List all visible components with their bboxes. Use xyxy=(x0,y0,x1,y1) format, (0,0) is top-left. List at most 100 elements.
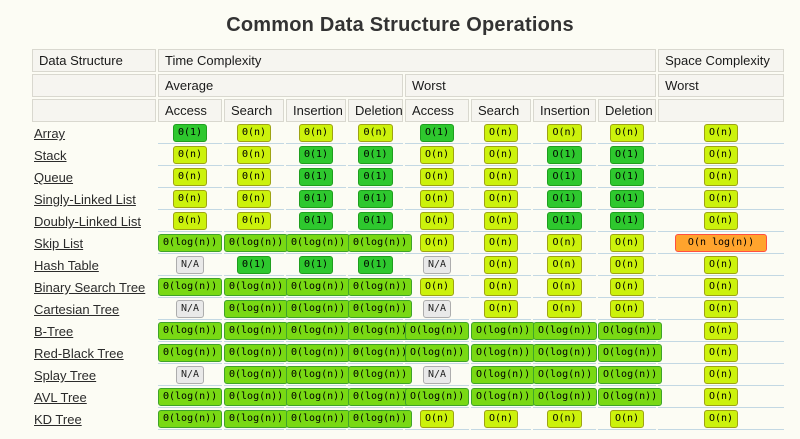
complexity-badge: Θ(n) xyxy=(236,146,272,165)
complexity-badge: O(n) xyxy=(483,168,519,187)
complexity-badge: N/A xyxy=(175,256,205,275)
data-structure-cell: AVL Tree xyxy=(32,388,156,408)
complexity-badge: Θ(log(n)) xyxy=(224,388,289,407)
table-row: Doubly-Linked List Θ(n) Θ(n) Θ(1) Θ(1) O(n) O(… xyxy=(32,212,784,232)
complexity-cell: Θ(log(n)) xyxy=(158,388,223,408)
complexity-cell: Θ(log(n)) xyxy=(286,300,351,320)
complexity-cell: Θ(log(n)) xyxy=(286,278,351,298)
header-spacer-cell xyxy=(658,99,784,122)
complexity-cell: O(n) xyxy=(471,212,531,232)
data-structure-link[interactable]: Skip List xyxy=(34,236,84,251)
data-structure-cell: B-Tree xyxy=(32,322,156,342)
data-structure-link[interactable]: KD Tree xyxy=(34,412,82,427)
data-structure-link[interactable]: B-Tree xyxy=(34,324,74,339)
complexity-badge: O(n) xyxy=(547,278,582,297)
data-structure-link[interactable]: Red-Black Tree xyxy=(34,346,124,361)
complexity-badge: O(log(n)) xyxy=(471,388,536,407)
complexity-cell: O(n) xyxy=(658,366,784,386)
complexity-badge: O(log(n)) xyxy=(598,322,663,341)
complexity-badge: O(n) xyxy=(609,234,645,253)
complexity-cell: Θ(1) xyxy=(348,212,403,232)
complexity-cell: Θ(log(n)) xyxy=(348,278,413,298)
data-structure-cell: Singly-Linked List xyxy=(32,190,156,210)
complexity-cell: O(log(n)) xyxy=(405,388,470,408)
complexity-badge: O(1) xyxy=(547,168,582,187)
header-op-worst-access: Access xyxy=(405,99,469,122)
data-structure-cell: Array xyxy=(32,124,156,144)
complexity-cell: O(1) xyxy=(533,190,596,210)
complexity-cell: O(n) xyxy=(405,278,469,298)
data-structure-link[interactable]: Cartesian Tree xyxy=(34,302,120,317)
table-header: Data Structure Time Complexity Space Com… xyxy=(32,49,784,122)
complexity-cell: O(n) xyxy=(598,234,657,254)
header-op-avg-search: Search xyxy=(224,99,284,122)
complexity-badge: O(n) xyxy=(703,300,739,319)
complexity-badge: Θ(log(n)) xyxy=(348,344,413,363)
header-row-groups: Data Structure Time Complexity Space Com… xyxy=(32,49,784,72)
complexity-badge: O(log(n)) xyxy=(471,322,536,341)
complexity-cell: N/A xyxy=(405,300,469,320)
complexity-cell: Θ(1) xyxy=(158,124,222,144)
header-spacer-cell xyxy=(32,99,156,122)
complexity-badge: Θ(log(n)) xyxy=(158,410,223,429)
complexity-badge: Θ(log(n)) xyxy=(286,322,351,341)
complexity-cell: Θ(log(n)) xyxy=(158,234,223,254)
header-space-complexity: Space Complexity xyxy=(658,49,784,72)
complexity-badge: O(1) xyxy=(609,212,645,231)
complexity-cell: Θ(log(n)) xyxy=(158,410,223,430)
complexity-badge: Θ(log(n)) xyxy=(158,278,223,297)
header-op-avg-insertion: Insertion xyxy=(286,99,346,122)
complexity-cell: O(n) xyxy=(658,256,784,276)
complexity-badge: Θ(log(n)) xyxy=(224,344,289,363)
complexity-badge: Θ(log(n)) xyxy=(158,344,223,363)
complexity-badge: Θ(1) xyxy=(298,256,334,275)
complexity-cell: Θ(1) xyxy=(348,146,403,166)
complexity-badge: Θ(log(n)) xyxy=(348,410,413,429)
complexity-cell: Θ(n) xyxy=(158,212,222,232)
complexity-badge: Θ(n) xyxy=(236,124,272,143)
complexity-badge: O(n) xyxy=(483,190,519,209)
header-time-complexity: Time Complexity xyxy=(158,49,657,72)
header-row-ops: Access Search Insertion Deletion Access … xyxy=(32,99,784,122)
complexity-cell: Θ(log(n)) xyxy=(286,366,351,386)
complexity-cell: O(1) xyxy=(598,212,657,232)
data-structure-link[interactable]: Splay Tree xyxy=(34,368,97,383)
complexity-cell: O(n) xyxy=(405,168,469,188)
complexity-cell: Θ(1) xyxy=(286,256,346,276)
complexity-cell: O(n) xyxy=(533,278,596,298)
complexity-badge: O(n) xyxy=(547,410,582,429)
complexity-badge: Θ(n) xyxy=(298,124,334,143)
header-average: Average xyxy=(158,74,403,97)
header-op-worst-insertion: Insertion xyxy=(533,99,596,122)
complexity-cell: Θ(log(n)) xyxy=(158,322,223,342)
data-structure-link[interactable]: Stack xyxy=(34,148,67,163)
complexity-badge: O(n) xyxy=(547,234,582,253)
complexity-cell: Θ(1) xyxy=(224,256,284,276)
complexity-cell: O(log(n)) xyxy=(533,322,598,342)
complexity-badge: O(1) xyxy=(547,190,582,209)
table-row: Queue Θ(n) Θ(n) Θ(1) Θ(1) O(n) O(n) O(1) O(1) O(n… xyxy=(32,168,784,188)
data-structure-link[interactable]: Doubly-Linked List xyxy=(34,214,141,229)
complexity-cell: Θ(1) xyxy=(286,190,346,210)
data-structure-cell: Queue xyxy=(32,168,156,188)
data-structure-link[interactable]: Hash Table xyxy=(34,258,99,273)
complexity-badge: Θ(log(n)) xyxy=(286,388,351,407)
complexity-cell: O(n) xyxy=(598,410,657,430)
complexity-badge: O(n) xyxy=(703,278,739,297)
data-structure-link[interactable]: Singly-Linked List xyxy=(34,192,136,207)
data-structure-cell: Red-Black Tree xyxy=(32,344,156,364)
complexity-badge: Θ(log(n)) xyxy=(348,278,413,297)
data-structure-link[interactable]: Queue xyxy=(34,170,74,185)
data-structure-link[interactable]: AVL Tree xyxy=(34,390,87,405)
complexity-cell: O(n) xyxy=(533,256,596,276)
complexity-cell: Θ(log(n)) xyxy=(224,234,289,254)
complexity-cell: Θ(n) xyxy=(224,190,284,210)
complexity-cell: O(n) xyxy=(658,168,784,188)
complexity-cell: O(n) xyxy=(658,124,784,144)
data-structure-link[interactable]: Array xyxy=(34,126,66,141)
complexity-cell: O(n) xyxy=(598,300,657,320)
data-structure-link[interactable]: Binary Search Tree xyxy=(34,280,146,295)
complexity-badge: O(n) xyxy=(609,124,645,143)
complexity-badge: Θ(1) xyxy=(358,190,393,209)
complexity-badge: O(1) xyxy=(547,212,582,231)
